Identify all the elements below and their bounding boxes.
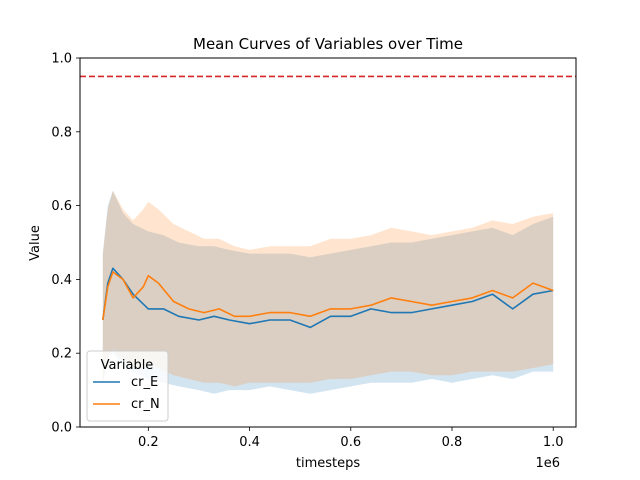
legend-label-cr_N: cr_N [131,397,160,412]
x-tick-label: 0.6 [340,435,361,450]
y-axis-title: Value [28,225,43,261]
x-tick-label: 1.0 [543,435,564,450]
x-tick-label: 0.8 [442,435,463,450]
x-axis: 0.2 0.4 0.6 0.8 1.0 [138,427,564,450]
y-tick-label: 0.0 [51,421,72,436]
y-tick-label: 0.8 [51,125,72,140]
y-tick-label: 0.4 [51,273,72,288]
legend-label-cr_E: cr_E [131,375,158,390]
x-axis-offset-label: 1e6 [535,456,560,471]
band-cr_E [102,190,554,394]
line-cr_N [102,271,554,321]
y-tick-label: 0.2 [51,347,72,362]
y-tick-label: 1.0 [51,52,72,67]
y-tick-label: 0.6 [51,199,72,214]
x-tick-label: 0.4 [239,435,260,450]
x-axis-title: timesteps [296,456,360,471]
confidence-bands [102,190,554,394]
y-axis: 0.0 0.2 0.4 0.6 0.8 1.0 [51,52,80,436]
legend-title: Variable [101,358,154,373]
series-lines [102,267,554,329]
legend: Variable cr_E cr_N [86,350,169,422]
chart-title: Mean Curves of Variables over Time [193,35,463,53]
x-tick-label: 0.2 [138,435,159,450]
line-cr_E [102,267,554,329]
plot-frame [79,57,577,428]
band-cr_N [102,190,554,387]
